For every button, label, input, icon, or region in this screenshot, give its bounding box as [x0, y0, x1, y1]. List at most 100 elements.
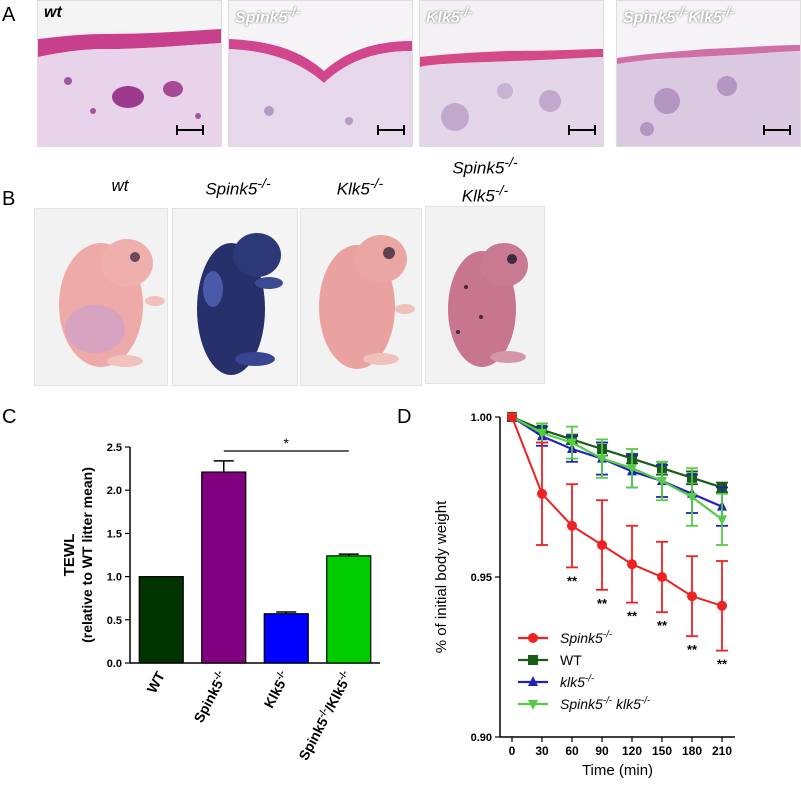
c-xtick-label: Spink5-/-/Klk5-/- — [295, 669, 356, 763]
histology-spink5-image — [229, 1, 412, 146]
d-ytick-label: 0.90 — [471, 732, 492, 744]
histology-label-klk5: Klk5-/- — [426, 4, 473, 27]
d-legend-label-sup: -/- — [603, 695, 613, 706]
d-point — [537, 429, 547, 439]
d-legend-marker — [528, 700, 538, 710]
d-legend-label-sup2: -/- — [641, 695, 651, 706]
d-significance-label: ** — [657, 618, 668, 633]
d-ytick-label: 1.00 — [471, 412, 492, 424]
pup-label-klk5: Klk5-/- — [336, 176, 384, 199]
pup-label-wt: wt — [111, 176, 129, 195]
d-significance-label: ** — [567, 573, 578, 588]
c-xtick-label-sup: -/- — [274, 669, 288, 682]
c-xtick-label: Spink5-/- — [190, 669, 231, 725]
d-xtick-label: 120 — [622, 744, 642, 758]
d-xtick-label: 60 — [565, 744, 579, 758]
d-point — [627, 559, 637, 570]
c-xtick-label: Klk5-/- — [260, 669, 293, 711]
c-xtick-label-base: Klk5 — [261, 677, 289, 711]
panel-letter-c: C — [2, 406, 17, 428]
c-ytick-label: 0.5 — [107, 615, 122, 627]
histology-wt: wt — [37, 0, 222, 147]
d-legend-label-base: Spink5 — [560, 630, 603, 646]
histology-double: Spink5-/-Klk5-/- — [616, 0, 801, 147]
d-point — [717, 515, 727, 526]
d-xtick-label: 90 — [595, 744, 609, 758]
d-legend-marker — [528, 655, 538, 665]
c-xtick-label-base: Spink5 — [190, 677, 226, 725]
d-xtick-label: 210 — [712, 744, 732, 758]
c-ytick-label: 2.5 — [107, 442, 122, 454]
pup-photo-spink5 — [172, 208, 298, 386]
d-ytick-label: 0.95 — [471, 572, 492, 584]
c-bar — [201, 471, 247, 664]
d-point — [657, 572, 667, 582]
d-significance-label: ** — [717, 657, 728, 672]
c-xtick-label-base: Spink5 — [295, 715, 331, 763]
c-xtick-label-sup2: -/- — [336, 669, 350, 682]
c-xtick-label: WT — [144, 669, 169, 696]
c-xtick-label-base2: /Klk5 — [321, 677, 351, 714]
d-xlabel: Time (min) — [582, 762, 653, 779]
c-ytick-label: 0.0 — [107, 658, 122, 670]
pup-label-spink5: Spink5-/- — [205, 176, 271, 199]
d-legend-label: Spink5-/- — [560, 629, 613, 646]
c-ytick-label: 2.0 — [107, 485, 122, 497]
histology-label-spink5: Spink5-/- — [235, 4, 301, 27]
d-significance-label: ** — [597, 596, 608, 611]
d-point — [597, 540, 607, 550]
d-legend-label: WT — [560, 652, 582, 668]
d-legend-label-base: WT — [560, 652, 582, 668]
d-series-line — [511, 416, 723, 607]
histology-label-wt: wt — [44, 4, 62, 21]
d-legend-label-base: klk5 — [560, 674, 585, 690]
d-significance-label: ** — [627, 609, 638, 624]
d-xtick-label: 0 — [509, 744, 516, 758]
d-xtick-label: 180 — [682, 744, 702, 758]
d-point — [567, 438, 577, 449]
d-point — [627, 464, 637, 475]
tewl-bar-chart: 0.0 0.5 1.0 1.5 2.0 2.5 TEWL (relative to WT li… — [61, 435, 380, 763]
d-legend-label-sup: -/- — [603, 629, 613, 640]
d-point — [597, 454, 607, 465]
c-ylabel-line2: (relative to WT litter mean) — [79, 467, 95, 643]
d-xtick-label: 150 — [652, 744, 672, 758]
histology-spink5: Spink5-/- — [228, 0, 413, 147]
pup-photo-double — [425, 206, 545, 384]
pup-label-double: Spink5-/- Klk5-/- — [452, 155, 518, 206]
d-series-line — [511, 416, 723, 521]
d-point — [687, 591, 697, 602]
panel-letter-d: D — [397, 406, 412, 428]
c-bar — [326, 555, 372, 664]
c-bar — [263, 613, 309, 664]
d-legend-label: klk5-/- — [560, 673, 595, 690]
d-series-line — [511, 416, 723, 508]
d-point — [687, 493, 697, 503]
d-legend-label-sup: -/- — [585, 673, 595, 684]
d-point — [567, 520, 577, 531]
body-weight-line-chart: 0.90 0.95 1.00 0 30 60 90 120 150 180 210 Time (min… — [433, 411, 735, 779]
d-legend-label-base2: klk5 — [612, 696, 641, 712]
pup-photo-wt — [34, 208, 168, 386]
c-ytick-label: 1.5 — [107, 528, 122, 540]
d-legend-marker — [528, 633, 538, 643]
pup-photo-klk5 — [300, 208, 422, 386]
d-point — [507, 412, 517, 422]
histology-double-image — [617, 1, 800, 146]
histology-klk5: Klk5-/- — [419, 0, 604, 147]
c-ytick-label: 1.0 — [107, 572, 122, 584]
d-point — [657, 477, 667, 487]
d-point — [537, 488, 547, 499]
histology-label-double: Spink5-/-Klk5-/- — [623, 4, 735, 27]
c-xtick-label-base: WT — [144, 669, 169, 696]
d-legend-label-base: Spink5 — [560, 696, 603, 712]
c-significance-label: * — [284, 435, 290, 451]
d-point — [717, 600, 727, 611]
d-legend-marker — [528, 676, 538, 686]
c-xtick-label-sup: -/- — [211, 669, 225, 682]
d-significance-label: ** — [687, 642, 698, 657]
panel-letter-a: A — [2, 4, 16, 26]
histology-wt-image — [38, 1, 221, 146]
c-xtick-label-sup: -/- — [316, 706, 330, 719]
c-bar — [138, 576, 184, 664]
